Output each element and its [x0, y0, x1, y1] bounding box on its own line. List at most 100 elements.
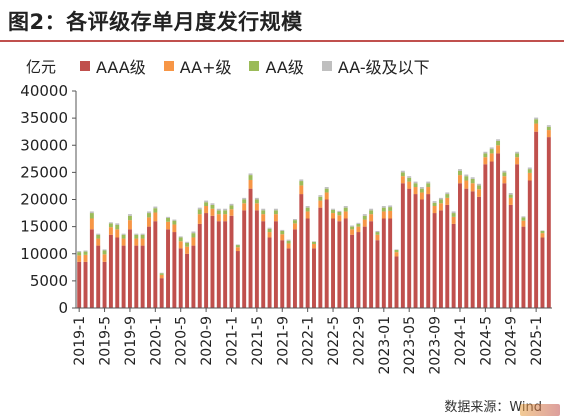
bar-segment-aa — [248, 175, 253, 180]
bar-segment-aa-plus — [546, 130, 551, 138]
x-tick-label: 2024-9 — [504, 316, 520, 366]
bar-segment-aa-minus — [147, 211, 151, 214]
bar-segment-aa-minus — [191, 231, 196, 234]
bar-segment-aaa — [483, 164, 488, 308]
bar-segment-aa — [432, 202, 437, 206]
bar-segment-aa-minus — [546, 125, 551, 127]
bar-segment-aa — [343, 207, 348, 212]
bar-segment-aa — [331, 209, 335, 214]
x-tick-label: 2021-5 — [250, 316, 266, 366]
bar-segment-aa-minus — [534, 117, 539, 120]
x-tick-label: 2024-1 — [453, 316, 469, 366]
bar-segment-aa — [508, 194, 513, 198]
bar-segment-aa — [102, 250, 107, 255]
bar-segment-aa-plus — [286, 243, 291, 249]
bar-segment-aa-plus — [178, 241, 183, 249]
bar-segment-aa-minus — [458, 169, 462, 171]
bar-segment-aaa — [210, 215, 215, 308]
bar-segment-aa-minus — [477, 183, 481, 186]
bar-segment-aa-minus — [324, 187, 329, 189]
bar-segment-aa-plus — [299, 185, 304, 195]
bar-segment-aaa — [546, 137, 551, 308]
bar-segment-aaa — [115, 237, 120, 308]
bar-segment-aa — [96, 234, 101, 239]
bar-segment-aa-minus — [299, 179, 304, 182]
bar-segment-aa-minus — [489, 147, 494, 150]
bar-segment-aa-plus — [534, 123, 539, 132]
watermark-logo — [520, 404, 560, 416]
bar-segment-aaa — [508, 204, 513, 308]
bar-segment-aa — [159, 273, 164, 275]
x-tick-label: 2019-5 — [98, 316, 114, 366]
bar-segment-aa-minus — [178, 236, 183, 238]
bar-segment-aa — [127, 215, 132, 221]
bar-segment-aa — [185, 242, 190, 247]
legend-item-aaa: AAA级 — [80, 54, 146, 78]
bar-segment-aa-plus — [248, 179, 253, 189]
x-tick-label: 2025-1 — [529, 316, 545, 366]
legend-swatch-aa — [249, 61, 260, 71]
bar-segment-aaa — [445, 204, 450, 308]
bar-segment-aa-minus — [121, 233, 126, 235]
bar-segment-aaa — [127, 229, 132, 308]
bar-segment-aa — [419, 188, 424, 193]
bar-segment-aa-minus — [166, 216, 170, 218]
bar-segment-aa — [140, 234, 145, 239]
bar-segment-aaa — [400, 183, 405, 308]
bar-segment-aa — [546, 126, 551, 131]
bar-segment-aaa — [172, 232, 177, 308]
bar-segment-aa-plus — [197, 214, 202, 224]
x-tick-label: 2023-01 — [377, 316, 393, 375]
bar-segment-aaa — [254, 210, 259, 308]
bar-segment-aa-minus — [216, 208, 221, 211]
bar-segment-aa-minus — [343, 206, 348, 208]
bar-segment-aa — [153, 208, 158, 213]
bar-segment-aa-minus — [127, 214, 132, 216]
bar-segment-aa — [426, 183, 431, 188]
bar-segment-aa — [318, 196, 323, 201]
bar-segment-aa — [496, 140, 501, 146]
bar-segment-aa-minus — [204, 200, 209, 203]
bar-segment-aaa — [362, 226, 367, 309]
bar-segment-aa-plus — [235, 247, 240, 252]
bar-segment-aaa — [134, 245, 139, 308]
bar-segment-aaa — [273, 221, 278, 308]
bar-segment-aa — [438, 199, 443, 204]
bar-segment-aa — [324, 188, 329, 193]
bar-segment-aaa — [521, 226, 526, 309]
bar-segment-aa-plus — [458, 175, 462, 184]
bar-segment-aa-plus — [540, 233, 545, 238]
bar-segment-aa-plus — [242, 203, 247, 211]
bar-segment-aa-minus — [261, 208, 266, 211]
bar-segment-aaa — [331, 218, 335, 308]
bar-segment-aa-minus — [502, 170, 507, 173]
title-divider — [0, 40, 564, 42]
bar-segment-aa-minus — [369, 208, 374, 211]
bar-segment-aa-minus — [273, 208, 278, 211]
bar-segment-aa — [413, 183, 418, 188]
bar-segment-aa-minus — [159, 272, 164, 274]
bar-segment-aa — [261, 210, 266, 215]
bar-segment-aa-minus — [413, 181, 418, 184]
bar-segment-aa — [477, 185, 481, 190]
bar-segment-aa — [77, 252, 82, 256]
bar-segment-aaa — [108, 234, 113, 308]
legend-label-aa-plus: AA+级 — [179, 58, 232, 77]
bar-segment-aa-minus — [172, 219, 177, 221]
bar-segment-aa — [216, 210, 221, 215]
bar-segment-aaa — [375, 240, 380, 308]
bar-segment-aa-plus — [527, 172, 532, 181]
bar-segment-aa — [178, 237, 183, 242]
bar-segment-aaa — [477, 196, 481, 308]
bar-segment-aa-minus — [356, 222, 361, 224]
bar-segment-aa-minus — [254, 197, 259, 200]
bar-segment-aa-minus — [223, 208, 228, 211]
bar-segment-aa-plus — [515, 157, 520, 165]
bar-segment-aa-plus — [432, 206, 437, 214]
bar-segment-aa-minus — [229, 203, 234, 206]
bar-segment-aaa — [489, 161, 494, 308]
bar-segment-aaa — [515, 164, 520, 308]
bar-segment-aa-plus — [451, 216, 456, 224]
bar-segment-aaa — [178, 248, 183, 308]
bar-segment-aaa — [267, 237, 272, 308]
